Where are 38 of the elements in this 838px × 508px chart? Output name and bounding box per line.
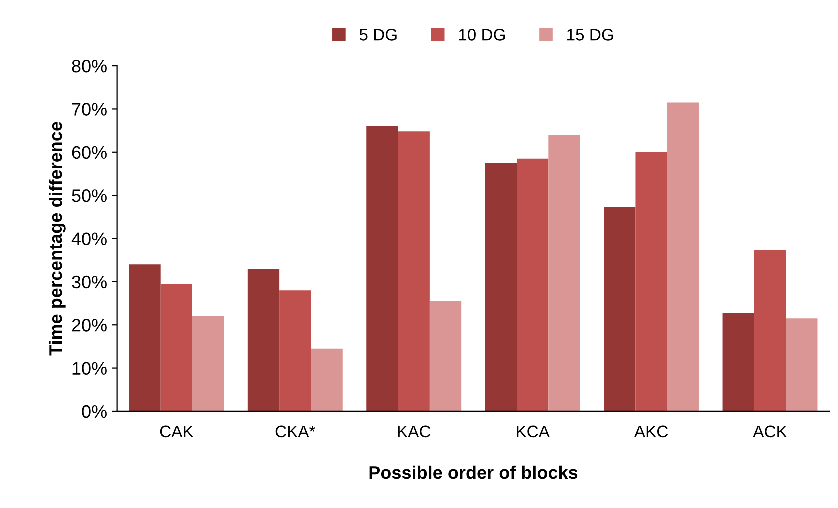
bar (248, 268, 280, 412)
bar (548, 135, 580, 412)
bar (129, 264, 161, 412)
y-tick-label: 0% (82, 405, 107, 418)
y-tick-label: 20% (72, 319, 107, 332)
bar (160, 284, 193, 412)
y-tick-label: 70% (72, 103, 107, 116)
y-tick-label: 60% (72, 146, 107, 160)
bar (485, 163, 517, 412)
y-axis-title: Time percentage difference (48, 122, 66, 356)
bar (366, 126, 398, 412)
bar (517, 158, 549, 412)
y-tick-label: 10% (72, 362, 107, 376)
x-tick-label: AKC (634, 426, 668, 438)
bar (604, 207, 636, 412)
y-tick-label: 30% (72, 276, 107, 289)
bar (311, 348, 343, 412)
bar (398, 132, 430, 412)
x-tick-label: KCA (517, 426, 550, 438)
x-tick-label: ACK (753, 426, 788, 438)
bar (280, 290, 312, 412)
legend-label: 15 DG (568, 29, 614, 41)
bar (636, 152, 668, 412)
y-tick-label: 40% (72, 232, 107, 246)
bar (667, 102, 700, 412)
legend-label: 5 DG (360, 29, 397, 41)
x-axis-title: Possible order of blocks (370, 466, 578, 480)
y-tick-label: 80% (72, 60, 107, 73)
x-tick-label: CKA* (276, 426, 316, 438)
bar (192, 316, 224, 412)
legend-label: 10 DG (459, 29, 506, 41)
bar (430, 301, 462, 412)
x-tick-label: KAC (398, 426, 431, 438)
bar (754, 250, 786, 412)
bar (722, 313, 754, 412)
y-tick-label: 50% (72, 190, 107, 202)
bar (786, 318, 818, 412)
x-tick-label: CAK (160, 426, 194, 438)
